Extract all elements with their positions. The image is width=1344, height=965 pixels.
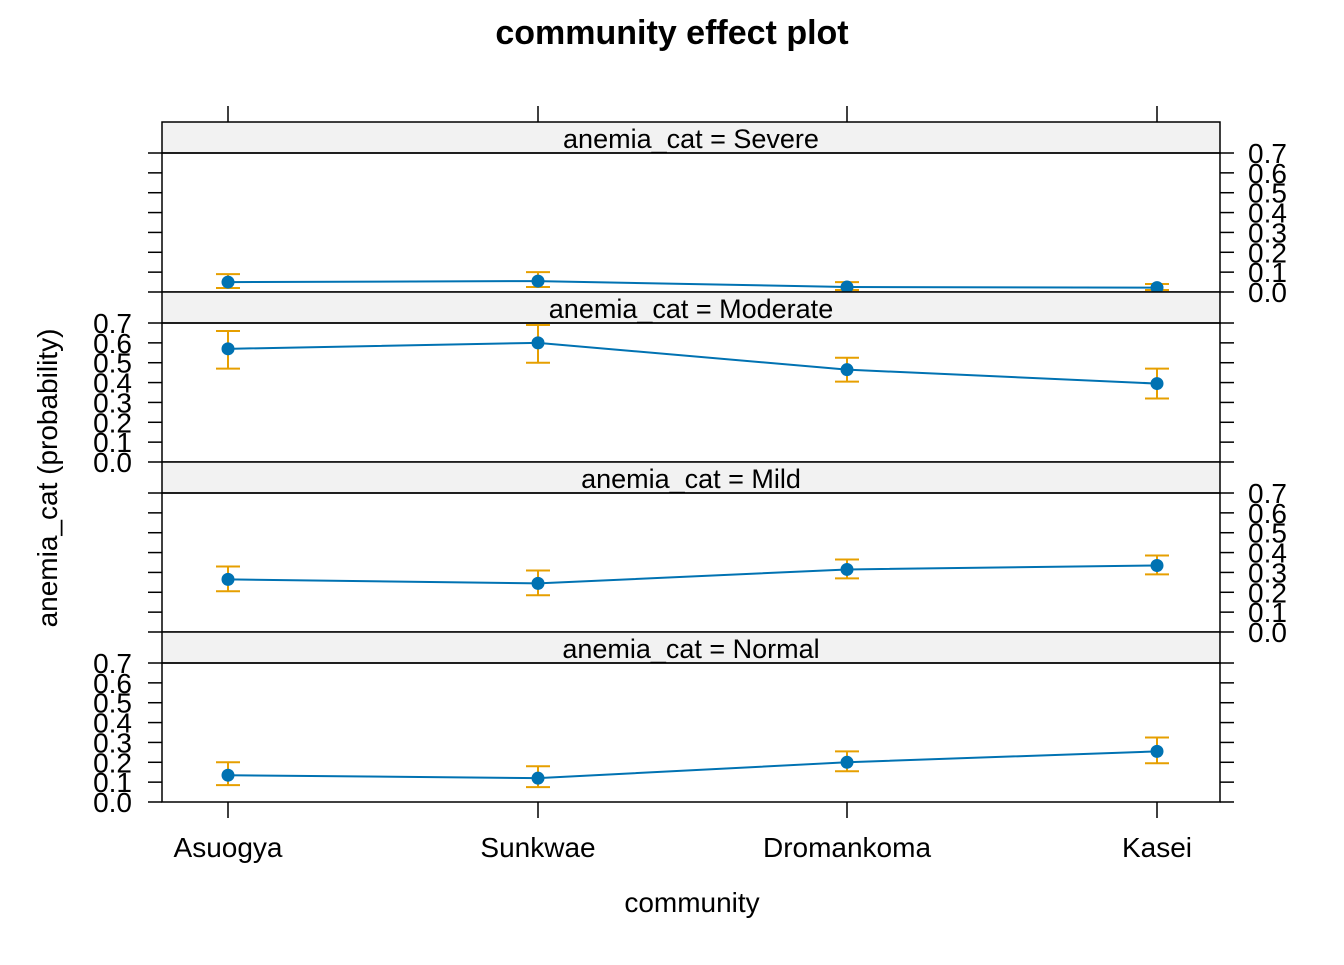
- strip-bar: [161, 631, 1221, 664]
- y-tick-label: 0.1: [1248, 257, 1287, 288]
- data-point: [1150, 558, 1164, 572]
- chart-title: community effect plot: [495, 14, 848, 52]
- data-point: [531, 274, 545, 288]
- strip-bar: [161, 291, 1221, 324]
- y-tick-label: 0.6: [93, 328, 132, 359]
- y-tick-label: 0.3: [93, 387, 132, 418]
- y-tick-label: 0.7: [1248, 478, 1287, 509]
- data-point: [1150, 281, 1164, 295]
- y-tick-label: 0.6: [1248, 498, 1287, 529]
- y-tick-label: 0.4: [93, 708, 132, 739]
- strip-label: anemia_cat = Normal: [562, 634, 819, 664]
- strip-bar: [161, 461, 1221, 494]
- y-tick-label: 0.6: [1248, 158, 1287, 189]
- y-tick-label: 0.7: [1248, 138, 1287, 169]
- series-line: [227, 341, 1158, 385]
- y-tick-label: 0.3: [1248, 557, 1287, 588]
- y-tick-label: 0.0: [1248, 277, 1287, 308]
- y-tick-label: 0.4: [1248, 198, 1287, 229]
- y-tick-label: 0.5: [1248, 518, 1287, 549]
- y-tick-label: 0.0: [1248, 617, 1287, 648]
- data-point: [531, 336, 545, 350]
- data-point: [221, 572, 235, 586]
- data-point: [840, 363, 854, 377]
- y-tick-label: 0.7: [93, 308, 132, 339]
- data-point: [221, 275, 235, 289]
- data-point: [1150, 744, 1164, 758]
- x-tick-label: Sunkwae: [480, 832, 595, 863]
- y-tick-label: 0.7: [93, 648, 132, 679]
- strip-label: anemia_cat = Moderate: [549, 294, 833, 324]
- series-line: [227, 750, 1158, 780]
- data-point: [221, 342, 235, 356]
- panel-frame: [161, 152, 1221, 293]
- x-tick-label: Dromankoma: [763, 832, 931, 863]
- y-tick-label: 0.2: [93, 747, 132, 778]
- y-tick-label: 0.0: [93, 787, 132, 818]
- y-tick-label: 0.0: [93, 447, 132, 478]
- data-point: [221, 768, 235, 782]
- y-tick-label: 0.4: [1248, 538, 1287, 569]
- strip-label: anemia_cat = Severe: [563, 124, 819, 154]
- y-tick-label: 0.5: [93, 688, 132, 719]
- series-line: [227, 280, 1158, 289]
- strip-bar: [161, 121, 1221, 154]
- y-tick-label: 0.5: [93, 348, 132, 379]
- x-tick-label: Asuogya: [174, 832, 283, 863]
- y-axis-label: anemia_cat (probability): [32, 329, 63, 628]
- y-tick-label: 0.1: [1248, 597, 1287, 628]
- panel-frame: [161, 662, 1221, 803]
- y-tick-label: 0.3: [93, 727, 132, 758]
- data-point: [531, 771, 545, 785]
- y-tick-label: 0.4: [93, 368, 132, 399]
- x-axis-label: community: [624, 887, 759, 918]
- y-tick-label: 0.1: [93, 427, 132, 458]
- panel-frame: [161, 322, 1221, 463]
- panels-group: anemia_cat = Severe0.00.10.20.30.40.50.6…: [93, 106, 1287, 863]
- x-tick-label: Kasei: [1122, 832, 1192, 863]
- y-tick-label: 0.1: [93, 767, 132, 798]
- y-tick-label: 0.2: [1248, 237, 1287, 268]
- y-tick-label: 0.2: [93, 407, 132, 438]
- strip-label: anemia_cat = Mild: [581, 464, 801, 494]
- y-tick-label: 0.3: [1248, 217, 1287, 248]
- data-point: [531, 576, 545, 590]
- data-point: [840, 755, 854, 769]
- series-line: [227, 564, 1158, 585]
- y-tick-label: 0.5: [1248, 178, 1287, 209]
- y-tick-label: 0.6: [93, 668, 132, 699]
- data-point: [840, 562, 854, 576]
- data-point: [1150, 377, 1164, 391]
- data-point: [840, 280, 854, 294]
- y-tick-label: 0.2: [1248, 577, 1287, 608]
- panel-frame: [161, 492, 1221, 633]
